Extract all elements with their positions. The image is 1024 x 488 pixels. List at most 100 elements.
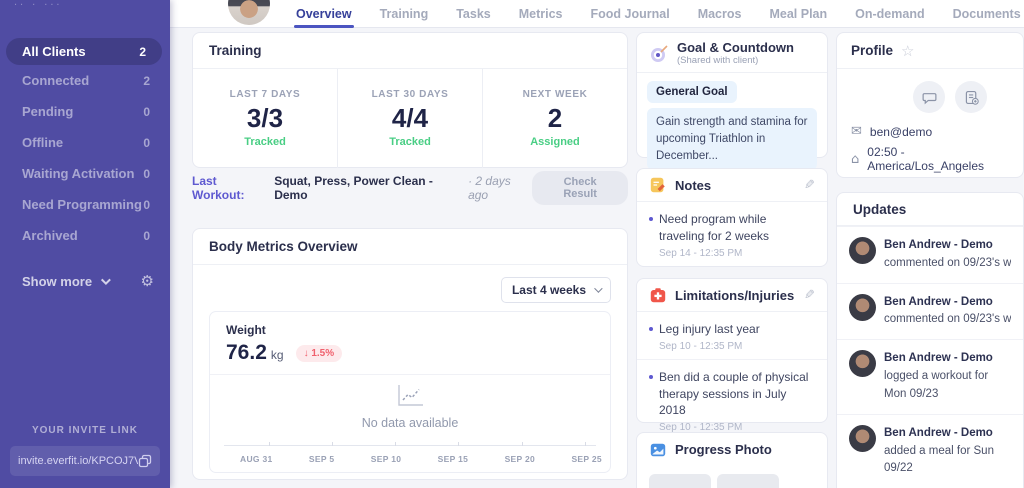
body-metrics-title: Body Metrics Overview <box>193 229 627 265</box>
limitation-item[interactable]: Leg injury last year Sep 10 - 12:35 PM <box>637 312 827 359</box>
stat-next-week: NEXT WEEK 2 Assigned <box>483 69 627 168</box>
metric-name: Weight <box>226 323 266 337</box>
goal-shared-subtitle: (Shared with client) <box>677 55 759 67</box>
goal-description[interactable]: Gain strength and stamina for upcoming T… <box>647 108 817 171</box>
x-tick: SEP 5 <box>308 454 335 464</box>
progress-photo-card: Progress Photo <box>636 432 828 488</box>
sidebar-item-pending[interactable]: Pending 0 <box>0 96 170 127</box>
tab-tasks[interactable]: Tasks <box>456 6 491 21</box>
chart-x-axis <box>224 442 596 446</box>
progress-photo-thumb[interactable] <box>649 474 711 488</box>
update-author: Ben Andrew - Demo <box>884 239 993 251</box>
line-chart-icon <box>398 385 423 406</box>
note-timestamp: Sep 14 - 12:35 PM <box>659 247 743 259</box>
tab-metrics[interactable]: Metrics <box>518 6 563 21</box>
range-selected-value: Last 4 weeks <box>511 283 586 297</box>
update-author: Ben Andrew - Demo <box>884 295 993 308</box>
edit-pencil-icon[interactable]: ✎ <box>804 287 815 303</box>
metric-header: Weight 76.2 kg ↓ 1.5% <box>210 312 610 375</box>
copy-icon[interactable] <box>138 454 152 468</box>
sidebar-item-need-programming[interactable]: Need Programming 0 <box>0 189 170 220</box>
limitations-card: Limitations/Injuries ✎ Leg injury last y… <box>636 278 828 433</box>
check-result-button[interactable]: Check Result <box>532 171 628 205</box>
weight-metric-panel[interactable]: Weight 76.2 kg ↓ 1.5% No data available <box>209 311 611 473</box>
limitations-card-title: Limitations/Injuries <box>675 287 795 303</box>
profile-card-header: Profile ☆ <box>837 33 1023 69</box>
chart-x-tick-labels: AUG 31 SEP 5 SEP 10 SEP 15 SEP 20 SEP 25 <box>240 454 602 464</box>
client-avatar[interactable] <box>228 0 270 25</box>
limitation-item[interactable]: Ben did a couple of physical therapy ses… <box>637 358 827 440</box>
general-goal-tag[interactable]: General Goal <box>647 81 737 104</box>
show-more-button[interactable]: Show more <box>22 273 93 289</box>
progress-photo-title: Progress Photo <box>675 442 772 457</box>
last-workout-label: Last Workout: <box>192 174 245 202</box>
star-icon[interactable]: ☆ <box>901 41 915 60</box>
tab-documents[interactable]: Documents <box>952 6 1021 21</box>
sidebar-item-label: Connected <box>22 73 90 88</box>
client-filter-list: All Clients 2 Connected 2 Pending 0 Offl… <box>0 38 170 251</box>
sidebar-item-waiting-activation[interactable]: Waiting Activation 0 <box>0 158 170 189</box>
x-tick: AUG 31 <box>240 454 273 464</box>
tab-on-demand[interactable]: On-demand <box>855 6 925 21</box>
x-tick: SEP 10 <box>370 454 402 464</box>
chat-button[interactable] <box>913 81 945 113</box>
invite-link-field[interactable]: invite.everfit.io/KPCOJ7V... <box>10 446 160 476</box>
tab-macros[interactable]: Macros <box>697 6 742 21</box>
update-item[interactable]: Ben Andrew - Demo added a meal for Sun 0… <box>837 413 1023 488</box>
limitation-text: Leg injury last year <box>649 321 815 338</box>
client-tab-bar: Overview Training Tasks Metrics Food Jou… <box>170 0 1024 28</box>
first-aid-icon <box>650 288 666 303</box>
profile-card: Profile ☆ <box>836 32 1024 178</box>
stat-last-7-days: LAST 7 DAYS 3/3 Tracked <box>193 69 338 168</box>
stat-value: 3/3 <box>246 103 284 133</box>
update-item[interactable]: Ben Andrew - Demo commented on 09/23's w… <box>837 226 1023 283</box>
update-action: commented on 09/23's workou... <box>884 256 1011 269</box>
range-selector[interactable]: Last 4 weeks <box>500 277 611 303</box>
sidebar-item-label: Pending <box>22 104 74 119</box>
sidebar-item-label: Need Programming <box>22 197 142 212</box>
progress-photo-header: Progress Photo <box>637 433 827 466</box>
count-badge: 0 <box>143 104 150 119</box>
update-item[interactable]: Ben Andrew - Demo logged a workout for M… <box>837 339 1023 413</box>
note-text: Need program while traveling for 2 weeks <box>649 211 815 245</box>
sidebar-item-all-clients[interactable]: All Clients 2 <box>6 38 162 65</box>
empty-chart-state: No data available <box>210 375 610 430</box>
document-add-icon <box>965 90 979 105</box>
x-tick: SEP 25 <box>571 454 602 464</box>
tab-training[interactable]: Training <box>379 6 429 21</box>
note-item[interactable]: Need program while traveling for 2 weeks… <box>637 202 827 266</box>
progress-photo-thumbnails <box>637 466 827 488</box>
sidebar-item-archived[interactable]: Archived 0 <box>0 220 170 251</box>
invite-link-text: invite.everfit.io/KPCOJ7V... <box>18 455 138 467</box>
sidebar-item-label: Archived <box>22 228 78 243</box>
limitations-card-header: Limitations/Injuries ✎ <box>637 279 827 312</box>
goal-card-header: Goal & Countdown (Shared with client) <box>637 33 827 72</box>
count-badge: 2 <box>143 73 150 88</box>
progress-photo-thumb[interactable] <box>717 474 779 488</box>
update-action: logged a workout for Mon 09/23 <box>884 370 989 400</box>
gear-icon[interactable]: ⚙ <box>140 272 154 290</box>
tab-food-journal[interactable]: Food Journal <box>590 6 670 21</box>
sidebar-item-connected[interactable]: Connected 2 <box>0 65 170 96</box>
sidebar-item-label: All Clients <box>22 44 86 59</box>
client-notes-button[interactable] <box>955 81 987 113</box>
stat-sublabel: Tracked <box>244 136 286 148</box>
training-card-title: Training <box>193 33 627 69</box>
edit-pencil-icon[interactable]: ✎ <box>804 177 815 193</box>
training-card: Training LAST 7 DAYS 3/3 Tracked LAST 30… <box>192 32 628 168</box>
profile-email: ben@demo <box>869 124 933 139</box>
last-workout-name[interactable]: Squat, Press, Power Clean - Demo <box>274 174 433 202</box>
avatar <box>849 350 876 378</box>
tab-overview[interactable]: Overview <box>282 0 366 28</box>
stat-label: LAST 7 DAYS <box>229 89 301 100</box>
update-action: added a meal for Sun 09/22 <box>884 444 994 475</box>
sidebar-item-offline[interactable]: Offline 0 <box>0 127 170 158</box>
notes-card: Notes ✎ Need program while traveling for… <box>636 168 828 267</box>
profile-timezone: 02:50 - America/Los_Angeles <box>867 145 984 173</box>
update-item[interactable]: Ben Andrew - Demo commented on 09/23's w… <box>837 282 1023 340</box>
avatar <box>849 293 876 321</box>
invite-link-section: YOUR INVITE LINK invite.everfit.io/KPCOJ… <box>0 425 170 476</box>
count-badge: 0 <box>143 228 150 243</box>
tab-meal-plan[interactable]: Meal Plan <box>769 6 828 21</box>
last-workout-time: · 2 days ago <box>468 174 511 202</box>
